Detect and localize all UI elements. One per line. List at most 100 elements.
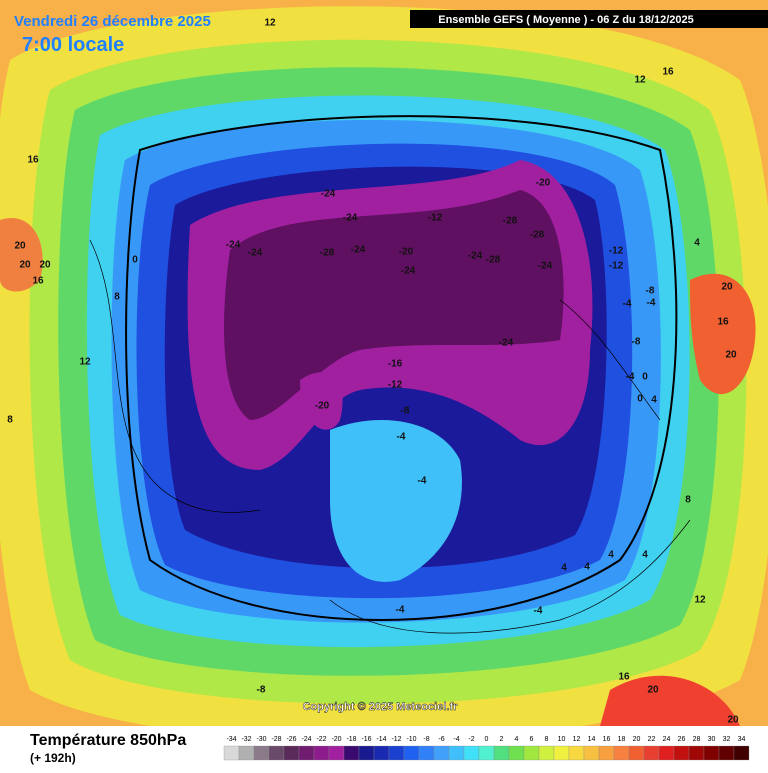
contour-label: -24: [226, 240, 241, 251]
contour-label: -12: [609, 246, 624, 257]
scale-swatch: [298, 745, 315, 761]
scale-label: -2: [468, 736, 474, 743]
color-scale: -34 -32 -30 -28 -26 -24 -22 -20 -18 -16 -14 -12 -10-…: [223, 736, 750, 761]
scale-swatch: [358, 745, 375, 761]
scale-swatch: [523, 745, 540, 761]
scale-swatch: [538, 745, 555, 761]
scale-label: 16: [603, 736, 611, 743]
scale-label: -24: [301, 736, 311, 743]
scale-swatch: [328, 745, 345, 761]
scale-swatch: [703, 745, 720, 761]
contour-label: 16: [27, 155, 39, 166]
contour-label: 20: [727, 715, 739, 726]
contour-label: -20: [536, 178, 551, 189]
scale-swatch: [478, 745, 495, 761]
contour-label: -4: [397, 432, 406, 443]
contour-label: -24: [499, 338, 514, 349]
scale-swatch: [463, 745, 480, 761]
contour-label: -12: [388, 380, 403, 391]
contour-label: 12: [79, 357, 91, 368]
contour-label: 0: [132, 255, 138, 266]
contour-label: 20: [39, 260, 51, 271]
scale-swatch: [508, 745, 525, 761]
scale-label: -8: [423, 736, 429, 743]
scale-label: 6: [530, 736, 534, 743]
scale-swatch: [238, 745, 255, 761]
scale-label: 18: [618, 736, 626, 743]
scale-swatch: [658, 745, 675, 761]
scale-swatch: [433, 745, 450, 761]
contour-label: -12: [609, 261, 624, 272]
scale-label: 34: [738, 736, 746, 743]
scale-swatch: [283, 745, 300, 761]
contour-label: 12: [264, 18, 276, 29]
contour-label: 8: [114, 292, 120, 303]
contour-label: -24: [351, 245, 366, 256]
scale-label: 10: [558, 736, 566, 743]
contour-label: -24: [538, 261, 553, 272]
scale-swatch: [718, 745, 735, 761]
scale-swatch: [613, 745, 630, 761]
scale-label: 30: [708, 736, 716, 743]
footer-lead: (+ 192h): [30, 751, 76, 765]
scale-label: -20: [331, 736, 341, 743]
contour-label: -4: [396, 605, 405, 616]
scale-label: -28: [271, 736, 281, 743]
scale-swatch: [673, 745, 690, 761]
contour-label: -12: [428, 213, 443, 224]
scale-label: 4: [515, 736, 519, 743]
scale-label: 8: [545, 736, 549, 743]
contour-label: -28: [486, 255, 501, 266]
contour-label: 12: [634, 75, 646, 86]
scale-swatch: [493, 745, 510, 761]
scale-label: 24: [663, 736, 671, 743]
scale-label: -6: [438, 736, 444, 743]
contour-label: -4: [623, 299, 632, 310]
scale-label: 2: [500, 736, 504, 743]
copyright: Copyright © 2025 Meteociel.fr: [303, 701, 459, 713]
scale-label: -4: [453, 736, 459, 743]
scale-swatch: [688, 745, 705, 761]
scale-label: 22: [648, 736, 656, 743]
scale-swatch: [223, 745, 240, 761]
scale-label: -16: [361, 736, 371, 743]
scale-label: -22: [316, 736, 326, 743]
contour-label: 4: [608, 550, 614, 561]
contour-label: 8: [7, 415, 13, 426]
model-label: Ensemble GEFS ( Moyenne ) - 06 Z du 18/1…: [438, 14, 694, 26]
contour-label: 16: [662, 67, 674, 78]
contour-label: -8: [257, 685, 266, 696]
scale-swatch: [598, 745, 615, 761]
scale-label: -26: [286, 736, 296, 743]
scale-swatch: [628, 745, 645, 761]
contour-label: 8: [685, 495, 691, 506]
temperature-field: [0, 6, 768, 742]
contour-label: -24: [468, 251, 483, 262]
contour-label: 4: [642, 550, 648, 561]
contour-label: -4: [534, 606, 543, 617]
scale-label: -10: [406, 736, 416, 743]
scale-label: 32: [723, 736, 731, 743]
contour-label: -8: [632, 337, 641, 348]
contour-label: 0: [637, 394, 643, 405]
model-box: [410, 10, 768, 28]
scale-label: 26: [678, 736, 686, 743]
contour-label: 4: [584, 562, 590, 573]
scale-swatch: [418, 745, 435, 761]
scale-label: -34: [226, 736, 236, 743]
scale-swatch: [733, 745, 750, 761]
contour-label: -24: [321, 189, 336, 200]
contour-label: -24: [248, 248, 263, 259]
contour-label: 16: [32, 276, 44, 287]
time-label: 7:00 locale: [22, 34, 124, 56]
contour-label: 20: [14, 241, 26, 252]
scale-swatch: [643, 745, 660, 761]
contour-label: 20: [721, 282, 733, 293]
contour-label: -4: [418, 476, 427, 487]
scale-label: 28: [693, 736, 701, 743]
contour-label: 20: [19, 260, 31, 271]
scale-label: 14: [588, 736, 596, 743]
scale-swatch: [583, 745, 600, 761]
